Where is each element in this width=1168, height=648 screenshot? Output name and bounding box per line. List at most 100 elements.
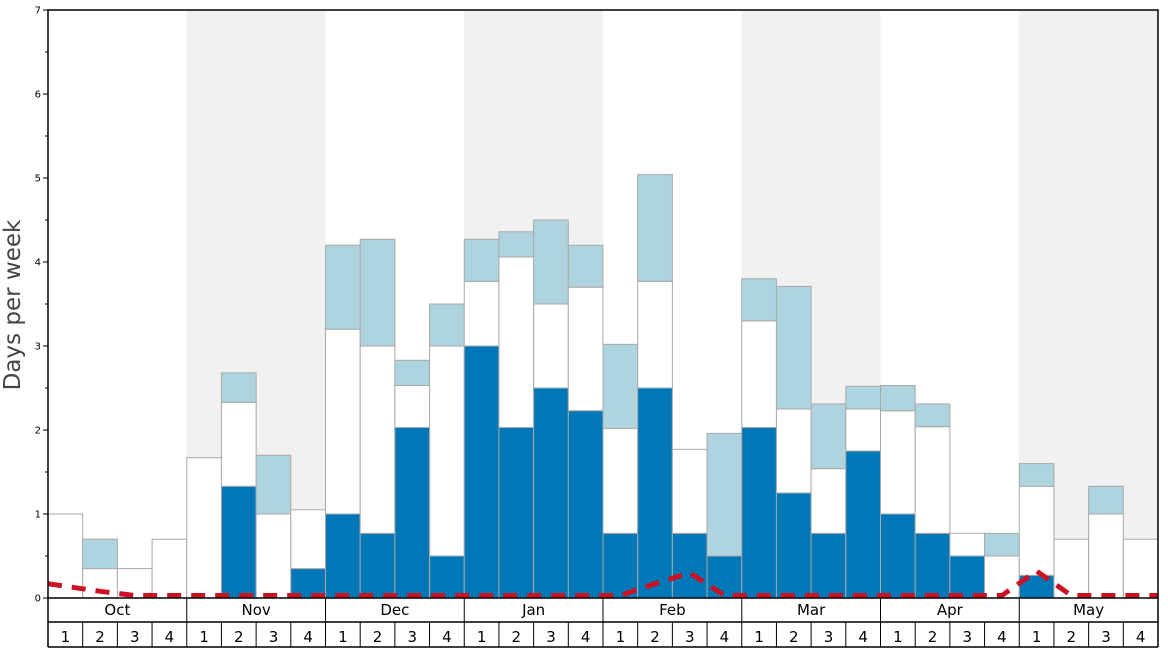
bar-segment xyxy=(775,492,812,599)
bar-segment xyxy=(706,432,743,557)
month-label-apr: Apr xyxy=(937,601,964,619)
bar-segment xyxy=(567,410,604,599)
y-tick-label: 0 xyxy=(35,594,41,605)
week-label: 1 xyxy=(1032,628,1042,646)
bar-segment xyxy=(1053,538,1090,599)
bar-segment xyxy=(845,450,881,599)
bar-segment xyxy=(1088,485,1124,515)
week-label: 3 xyxy=(1101,628,1111,646)
bar-segment xyxy=(637,387,673,599)
y-tick-label: 6 xyxy=(35,90,41,101)
y-tick-label: 2 xyxy=(35,426,41,437)
x-axis: Oct 1 2 3 4 Nov 1 2 3 4 Dec 1 2 3 4 Jan 1 2 3 4 Feb 1 2 3 4 Mar 1 2… xyxy=(47,598,1159,648)
bar-segment xyxy=(671,532,708,599)
bar-segment xyxy=(220,485,257,599)
bar-segment xyxy=(290,509,326,570)
bar-segment xyxy=(463,345,500,599)
bar-segment xyxy=(394,426,431,599)
week-label: 1 xyxy=(61,628,71,646)
week-label: 1 xyxy=(477,628,487,646)
y-tick-label: 1 xyxy=(35,510,41,521)
week-label: 2 xyxy=(234,628,244,646)
bar-segment xyxy=(810,468,847,534)
bar-segment xyxy=(880,410,916,515)
bar-segment xyxy=(394,359,431,386)
bar-segment xyxy=(567,286,604,412)
week-label: 3 xyxy=(685,628,695,646)
bar-segment xyxy=(498,426,535,599)
bar-segment xyxy=(255,513,292,599)
bar-segment xyxy=(914,426,951,534)
bar-segment xyxy=(82,538,118,570)
bar-segment xyxy=(463,238,500,282)
bar-segment xyxy=(463,280,500,347)
week-label: 1 xyxy=(616,628,626,646)
week-label: 4 xyxy=(165,628,175,646)
bar-segment xyxy=(1018,485,1055,576)
bar-segment xyxy=(949,532,986,557)
week-label: 3 xyxy=(824,628,834,646)
bar-segment xyxy=(949,555,986,599)
month-label-dec: Dec xyxy=(380,601,409,619)
bar-segment xyxy=(220,401,257,487)
bar-segment xyxy=(845,408,881,452)
week-label: 1 xyxy=(754,628,764,646)
month-label-oct: Oct xyxy=(104,601,130,619)
month-label-may: May xyxy=(1073,601,1104,619)
bar-segment xyxy=(359,532,396,599)
bars xyxy=(47,174,1159,599)
bar-segment xyxy=(151,538,188,599)
week-label: 2 xyxy=(512,628,522,646)
bar-segment xyxy=(1122,538,1159,599)
week-label: 3 xyxy=(130,628,140,646)
bar-segment xyxy=(775,285,812,410)
week-label: 3 xyxy=(962,628,972,646)
bar-segment xyxy=(637,174,673,282)
bar-segment xyxy=(984,555,1020,599)
bar-segment xyxy=(741,426,777,599)
bar-segment xyxy=(671,448,708,534)
y-tick-label: 5 xyxy=(35,174,41,185)
week-label: 4 xyxy=(303,628,313,646)
bar-segment xyxy=(255,454,292,515)
bar-segment xyxy=(984,532,1020,557)
bar-segment xyxy=(880,513,916,599)
month-label-mar: Mar xyxy=(797,601,826,619)
y-tick-label: 7 xyxy=(35,6,41,17)
bar-segment xyxy=(533,387,569,599)
bar-segment xyxy=(775,408,812,494)
week-label: 2 xyxy=(373,628,383,646)
bar-segment xyxy=(880,384,916,412)
bar-segment xyxy=(567,244,604,288)
week-label: 4 xyxy=(997,628,1007,646)
y-tick-label: 4 xyxy=(35,258,41,269)
bar-segment xyxy=(602,343,639,429)
week-label: 4 xyxy=(442,628,452,646)
bar-segment xyxy=(637,280,673,389)
bar-segment xyxy=(394,384,431,428)
month-label-nov: Nov xyxy=(241,601,270,619)
month-band-oct xyxy=(48,10,187,598)
bar-segment xyxy=(741,278,777,322)
bar-segment xyxy=(706,555,743,599)
bar-segment xyxy=(220,372,257,403)
bar-segment xyxy=(429,303,465,347)
bar-segment xyxy=(602,532,639,599)
bar-segment xyxy=(1018,463,1055,487)
bar-segment xyxy=(533,303,569,389)
y-tick-label: 3 xyxy=(35,342,41,353)
bar-segment xyxy=(359,238,396,347)
week-label: 3 xyxy=(269,628,279,646)
bar-segment xyxy=(325,328,361,515)
month-label-jan: Jan xyxy=(521,601,545,619)
week-label: 1 xyxy=(199,628,209,646)
y-axis-label: Days per week xyxy=(0,219,26,390)
week-label: 2 xyxy=(928,628,938,646)
bar-segment xyxy=(533,219,569,305)
week-label: 4 xyxy=(720,628,730,646)
week-label: 2 xyxy=(789,628,799,646)
week-label: 3 xyxy=(407,628,417,646)
week-label: 1 xyxy=(338,628,348,646)
